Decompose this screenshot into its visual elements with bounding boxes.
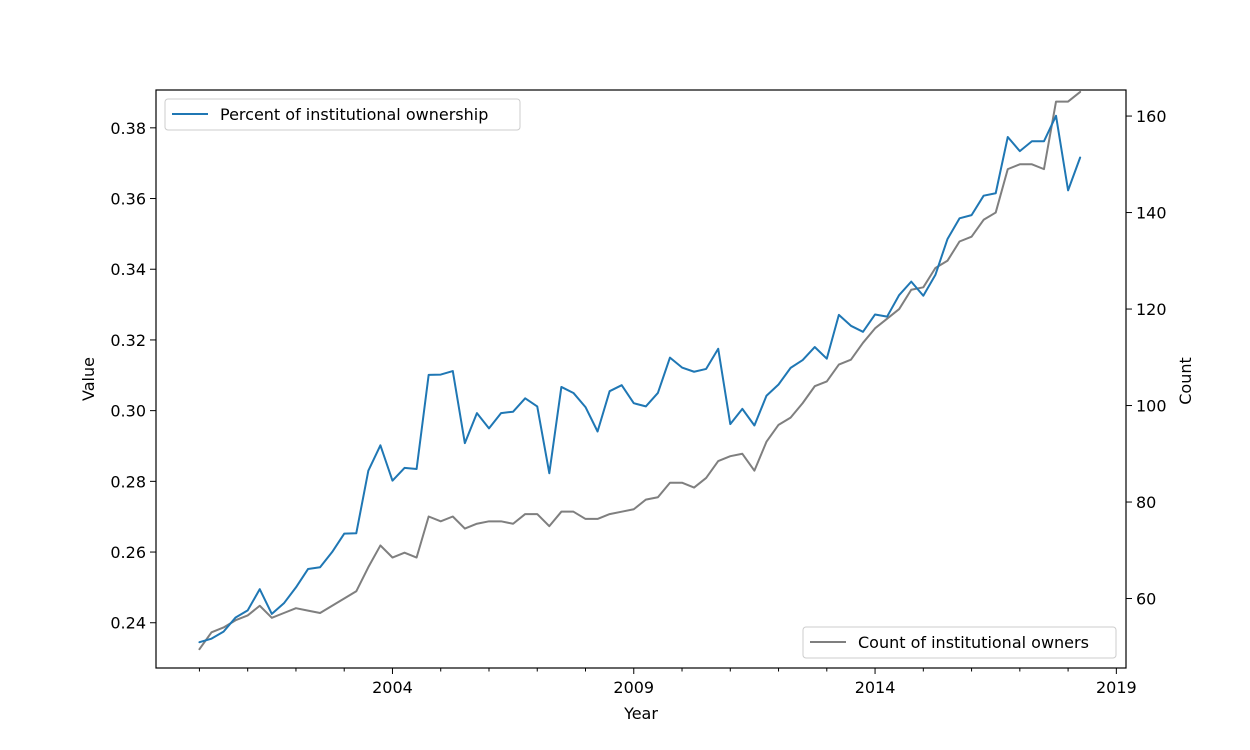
x-tick-label: 2014 bbox=[855, 678, 896, 697]
y-axis-right: 60 80 100 120 140 160 bbox=[1126, 107, 1167, 609]
y-left-tick-label: 0.38 bbox=[110, 119, 146, 138]
y-left-tick-label: 0.32 bbox=[110, 331, 146, 350]
series-line-percent-ownership bbox=[198, 114, 1082, 644]
y-right-tick-label: 60 bbox=[1136, 590, 1156, 609]
legend-upper-left: Percent of institutional ownership bbox=[164, 98, 521, 131]
legend-box bbox=[164, 98, 521, 131]
y-axis-left-label: Value bbox=[79, 357, 98, 401]
y-right-tick-label: 160 bbox=[1136, 107, 1167, 126]
series-line-count-owners bbox=[198, 90, 1082, 651]
y-left-tick-label: 0.26 bbox=[110, 543, 146, 562]
y-left-tick-label: 0.34 bbox=[110, 260, 146, 279]
y-axis-right-label: Count bbox=[1176, 357, 1195, 405]
y-right-tick-label: 100 bbox=[1136, 397, 1167, 416]
legend-box bbox=[802, 626, 1117, 659]
y-left-tick-label: 0.36 bbox=[110, 190, 146, 209]
y-left-tick-label: 0.24 bbox=[110, 614, 146, 633]
y-right-tick-label: 80 bbox=[1136, 493, 1156, 512]
x-tick-label: 2004 bbox=[372, 678, 413, 697]
legend-label-ownership: Percent of institutional ownership bbox=[220, 105, 488, 124]
x-axis: 2004 2009 2014 2019 bbox=[198, 668, 1137, 697]
plot-frame bbox=[155, 89, 1127, 669]
y-left-tick-label: 0.30 bbox=[110, 402, 146, 421]
legend-lower-right: Count of institutional owners bbox=[802, 626, 1117, 659]
plot-area bbox=[156, 90, 1126, 668]
x-axis-label: Year bbox=[623, 704, 658, 723]
x-tick-label: 2019 bbox=[1096, 678, 1137, 697]
legend-label-owners: Count of institutional owners bbox=[858, 633, 1089, 652]
series-layer bbox=[198, 90, 1082, 651]
x-tick-label: 2009 bbox=[613, 678, 654, 697]
y-left-tick-label: 0.28 bbox=[110, 472, 146, 491]
y-right-tick-label: 140 bbox=[1136, 204, 1167, 223]
y-axis-left: 0.24 0.26 0.28 0.30 0.32 0.34 0.36 0.38 bbox=[110, 119, 156, 633]
y-right-tick-label: 120 bbox=[1136, 300, 1167, 319]
